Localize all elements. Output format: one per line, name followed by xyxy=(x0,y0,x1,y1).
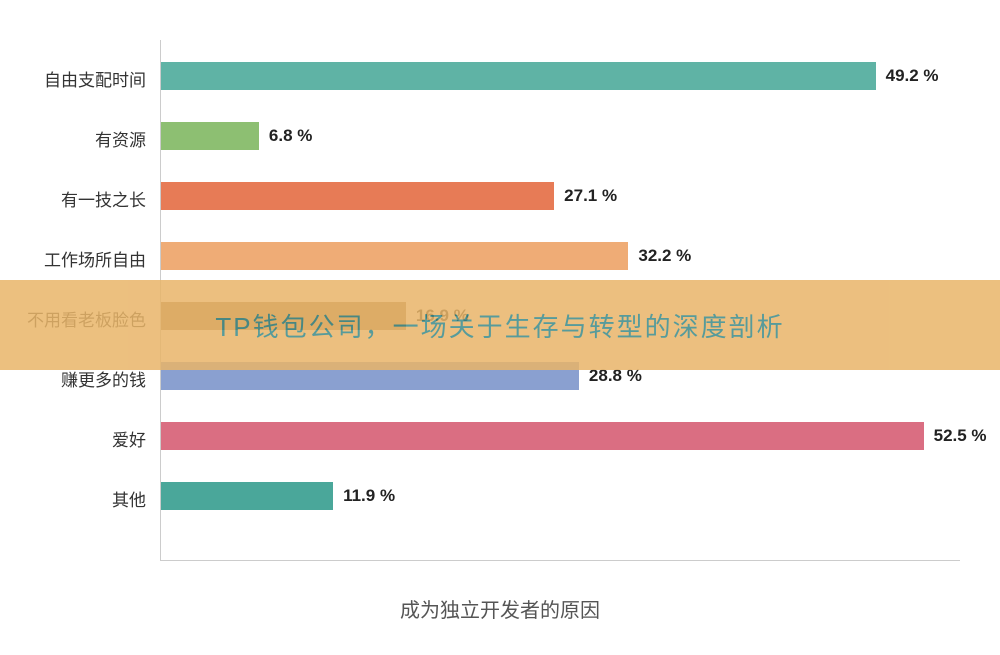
bar xyxy=(160,122,259,150)
bar-value: 11.9 % xyxy=(343,486,395,506)
overlay-text: TP钱包公司，一场关于生存与转型的深度剖析 xyxy=(0,307,1000,344)
bar-label: 有资源 xyxy=(0,126,146,151)
bar-label: 爱好 xyxy=(0,426,146,451)
bar-row: 32.2 % xyxy=(160,242,691,270)
bar-row: 49.2 % xyxy=(160,62,939,90)
x-axis-line xyxy=(160,560,960,561)
bar xyxy=(160,242,628,270)
bar-value: 32.2 % xyxy=(638,246,691,266)
bar-value: 52.5 % xyxy=(934,426,987,446)
bar-row: 52.5 % xyxy=(160,422,987,450)
bar-row: 6.8 % xyxy=(160,122,312,150)
bar xyxy=(160,422,924,450)
chart-caption: 成为独立开发者的原因 xyxy=(0,594,1000,623)
bar-value: 27.1 % xyxy=(564,186,617,206)
bar-label: 工作场所自由 xyxy=(0,246,146,271)
bar-label: 其他 xyxy=(0,486,146,511)
bar-value: 6.8 % xyxy=(269,126,312,146)
bar-row: 11.9 % xyxy=(160,482,395,510)
bar-label: 自由支配时间 xyxy=(0,66,146,91)
bar-row: 27.1 % xyxy=(160,182,617,210)
bar xyxy=(160,182,554,210)
bar-label: 有一技之长 xyxy=(0,186,146,211)
bar xyxy=(160,62,876,90)
bar-value: 49.2 % xyxy=(886,66,939,86)
overlay-band: TP钱包公司，一场关于生存与转型的深度剖析 xyxy=(0,280,1000,370)
bar xyxy=(160,482,333,510)
